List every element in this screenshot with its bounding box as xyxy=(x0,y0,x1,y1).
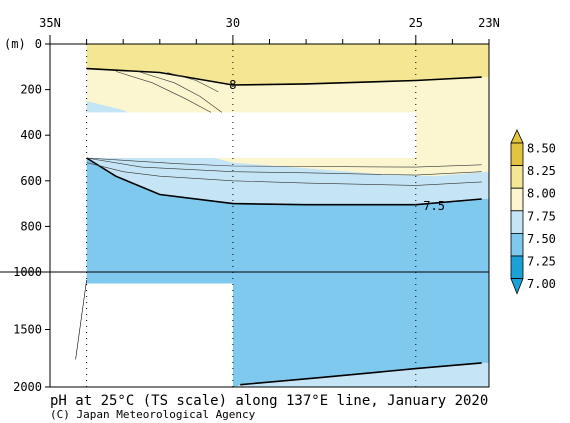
colorbar-level-4: 7.50 xyxy=(527,232,556,246)
y-tick-label-6: 1500 xyxy=(13,323,42,337)
edge-line xyxy=(75,280,87,360)
x-tick-label-0: 35N xyxy=(39,16,61,30)
colorbar-level-1: 8.25 xyxy=(527,164,556,178)
y-tick-label-7: 2000 xyxy=(13,380,42,394)
minor-contour-3 xyxy=(86,162,482,186)
colorbar-top-arrow xyxy=(510,129,524,144)
y-tick-label-1: 200 xyxy=(20,83,42,97)
x-tick-label-3: 23N xyxy=(478,16,500,30)
credit-text: (C) Japan Meteorological Agency xyxy=(50,408,256,421)
no-data-region-1 xyxy=(86,283,233,387)
minor-contour-5 xyxy=(86,157,482,168)
colorbar-swatch-1 xyxy=(510,165,524,189)
y-axis: (m) 200 400 600 800 1000 1500 2000 0 xyxy=(4,37,50,394)
minor-contour-4 xyxy=(86,157,482,176)
y-tick-label-5: 1000 xyxy=(13,265,42,279)
colorbar-swatch-0 xyxy=(510,142,524,167)
colorbar-level-0: 8.50 xyxy=(527,142,556,156)
minor-contour-2 xyxy=(167,72,219,93)
colorbar-level-3: 7.75 xyxy=(527,209,556,223)
colorbar: 8.50 8.25 8.00 7.75 7.50 7.25 7.00 xyxy=(510,129,556,295)
y-tick-label-4: 800 xyxy=(20,219,42,233)
contour-lines: 87.5 xyxy=(75,67,482,386)
y-tick-label-zero: 0 xyxy=(35,37,42,51)
chart-title: pH at 25°C (TS scale) along 137°E line, … xyxy=(50,393,488,409)
colorbar-level-5: 7.25 xyxy=(527,255,556,269)
region-deep-7-5-7-75 xyxy=(232,362,489,387)
isoline-1 xyxy=(86,157,482,206)
region-8-0-8-25 xyxy=(86,44,489,85)
ph-fill-regions xyxy=(50,44,489,387)
minor-contour-1 xyxy=(137,71,223,113)
colorbar-swatch-5 xyxy=(510,255,524,280)
isoline-2 xyxy=(240,362,482,386)
y-unit-label: (m) xyxy=(4,37,26,51)
x-tick-label-2: 25 xyxy=(409,16,423,30)
no-data-region-2 xyxy=(86,112,416,158)
colorbar-bottom-arrow xyxy=(510,278,524,295)
x-axis: 35N 30 25 23N xyxy=(39,16,500,44)
y-tick-label-3: 600 xyxy=(20,174,42,188)
contour-label-1: 7.5 xyxy=(423,199,445,213)
colorbar-swatch-2 xyxy=(510,187,524,212)
colorbar-level-2: 8.00 xyxy=(527,187,556,201)
y-tick-label-2: 400 xyxy=(20,128,42,142)
no-data-region-0 xyxy=(50,44,87,387)
x-tick-label-1: 30 xyxy=(226,16,240,30)
isoline-0 xyxy=(86,67,482,86)
colorbar-swatch-4 xyxy=(510,232,524,257)
minor-contour-0 xyxy=(115,71,212,113)
colorbar-swatch-3 xyxy=(510,210,524,234)
colorbar-level-6: 7.00 xyxy=(527,277,556,291)
contour-label-0: 8 xyxy=(229,78,236,92)
